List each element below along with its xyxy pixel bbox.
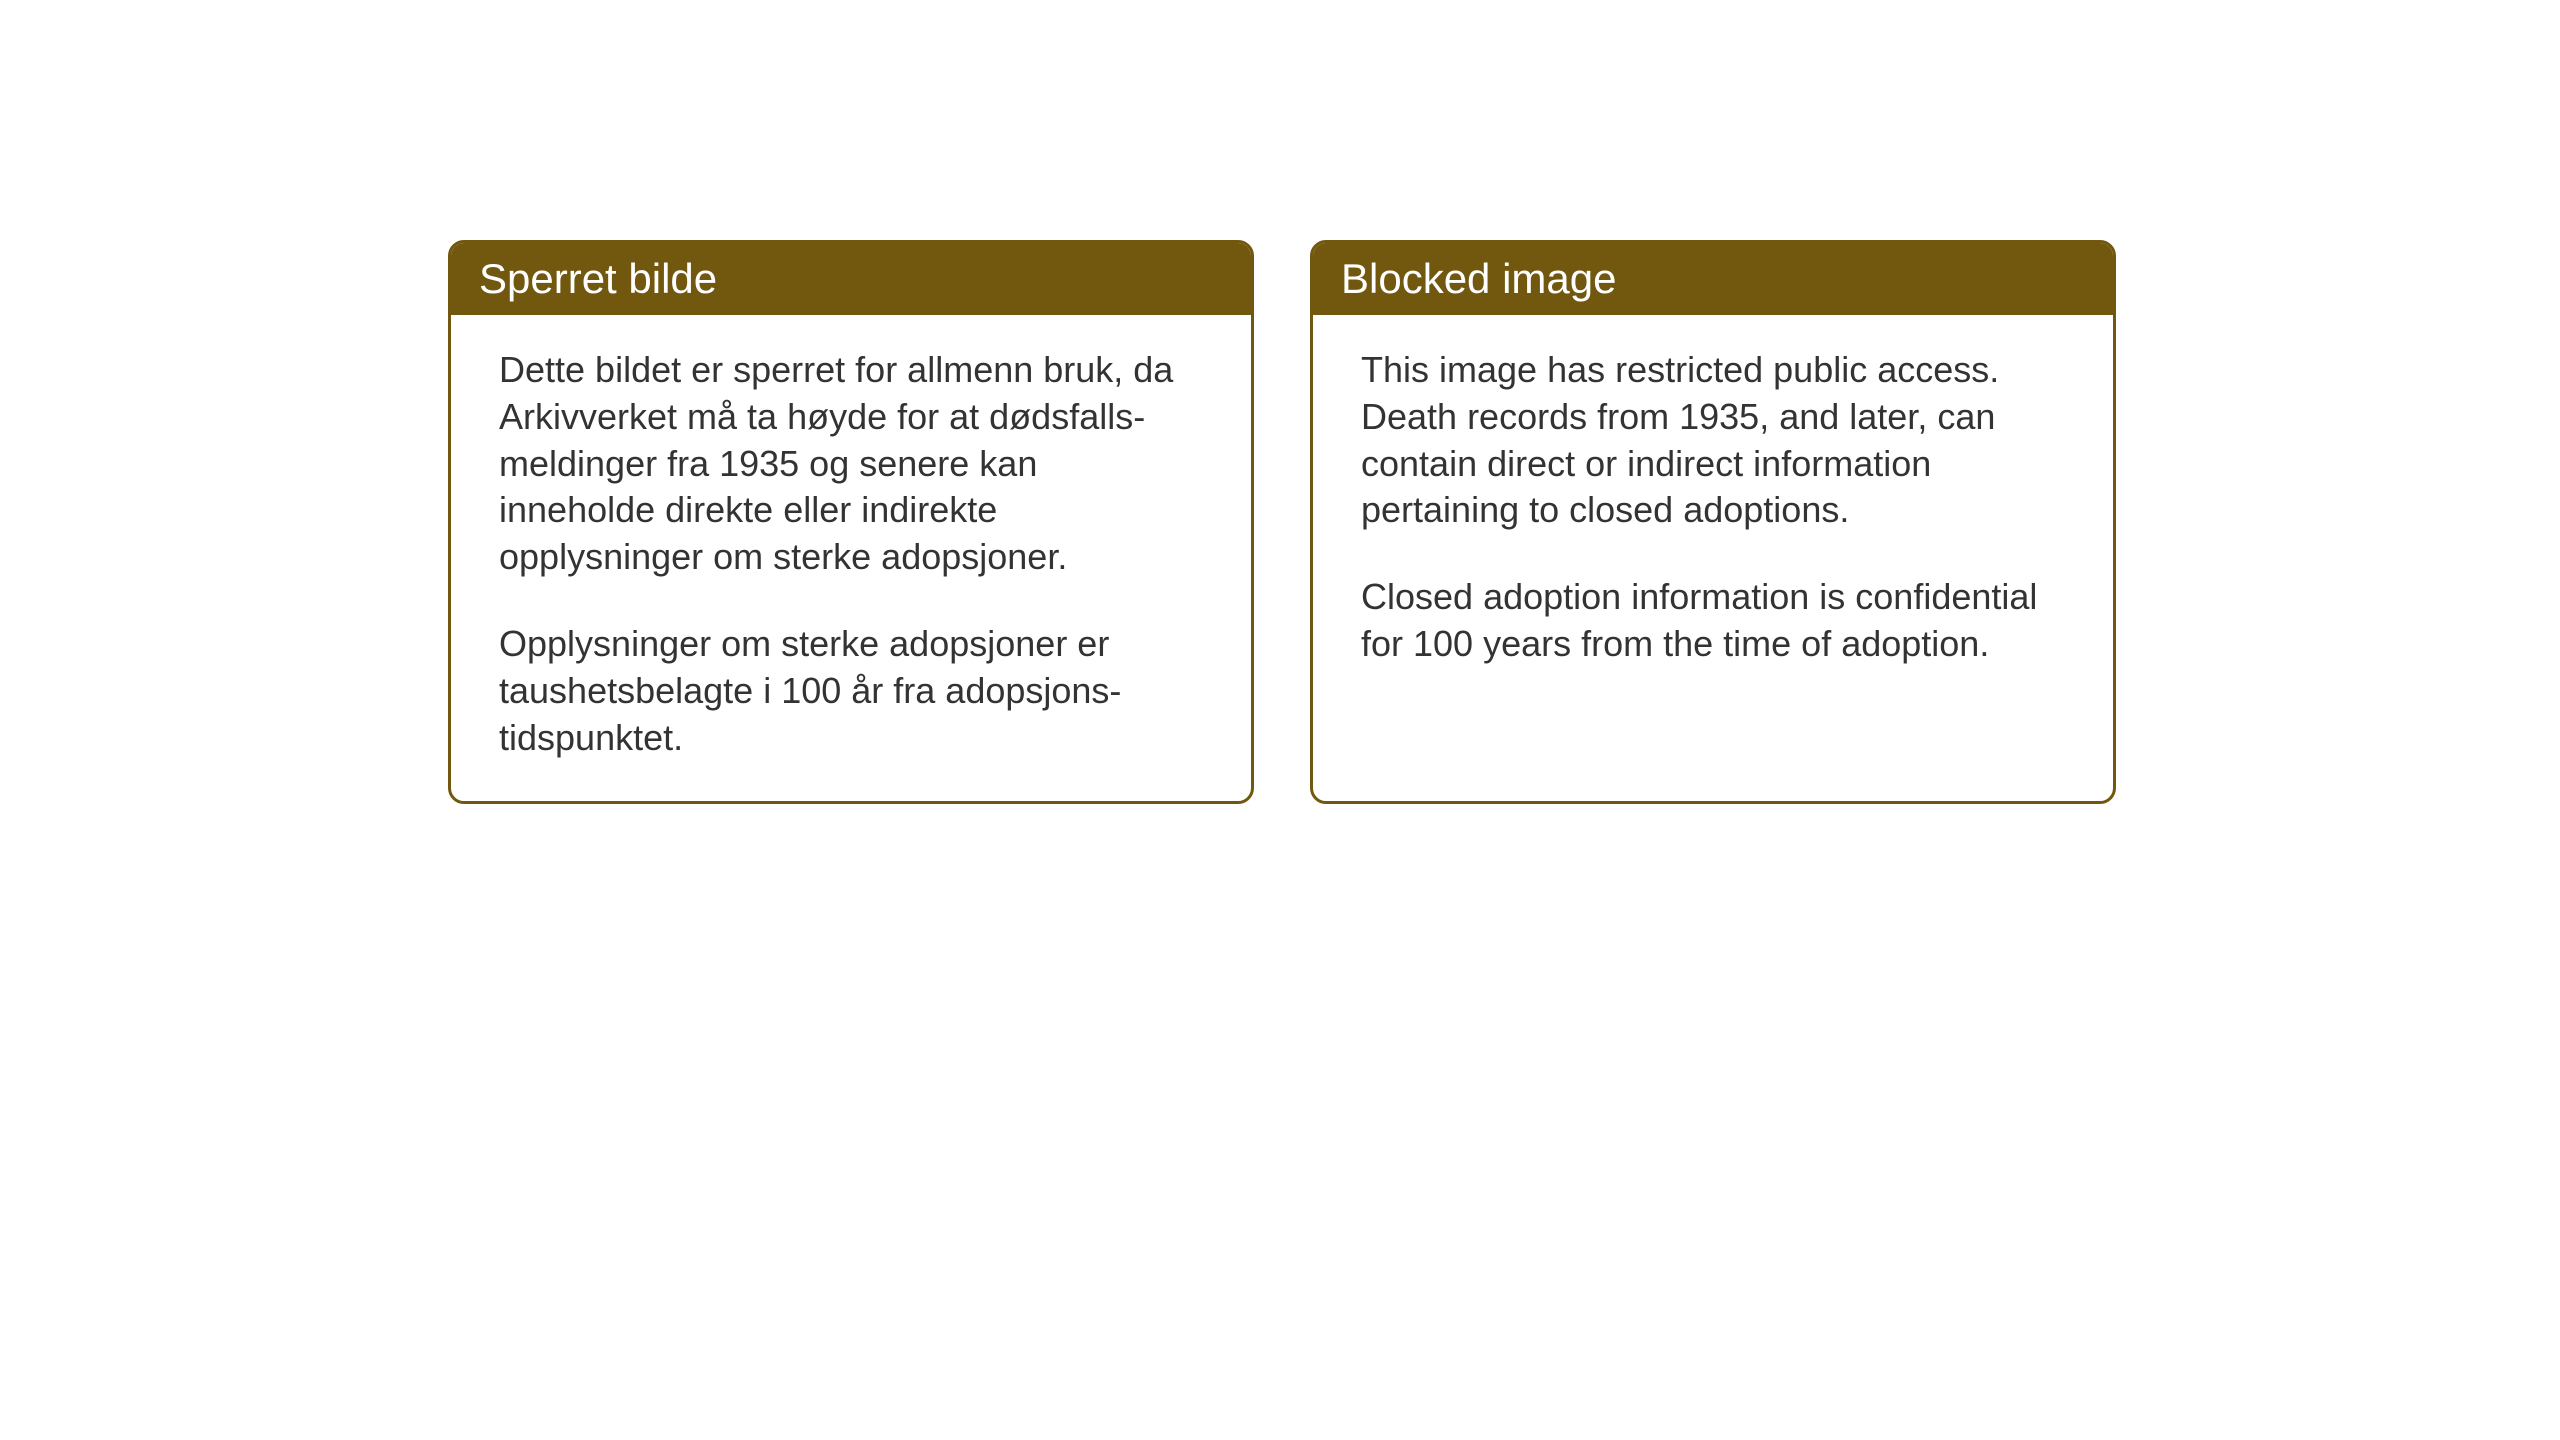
norwegian-paragraph-2: Opplysninger om sterke adopsjoner er tau… bbox=[499, 621, 1203, 761]
english-paragraph-2: Closed adoption information is confident… bbox=[1361, 574, 2065, 668]
notice-cards-container: Sperret bilde Dette bildet er sperret fo… bbox=[448, 240, 2116, 804]
norwegian-notice-card: Sperret bilde Dette bildet er sperret fo… bbox=[448, 240, 1254, 804]
norwegian-card-title: Sperret bilde bbox=[479, 255, 717, 302]
english-card-body: This image has restricted public access.… bbox=[1313, 315, 2113, 735]
norwegian-paragraph-1: Dette bildet er sperret for allmenn bruk… bbox=[499, 347, 1203, 581]
english-notice-card: Blocked image This image has restricted … bbox=[1310, 240, 2116, 804]
norwegian-card-header: Sperret bilde bbox=[451, 243, 1251, 315]
english-card-title: Blocked image bbox=[1341, 255, 1616, 302]
english-card-header: Blocked image bbox=[1313, 243, 2113, 315]
norwegian-card-body: Dette bildet er sperret for allmenn bruk… bbox=[451, 315, 1251, 801]
english-paragraph-1: This image has restricted public access.… bbox=[1361, 347, 2065, 534]
